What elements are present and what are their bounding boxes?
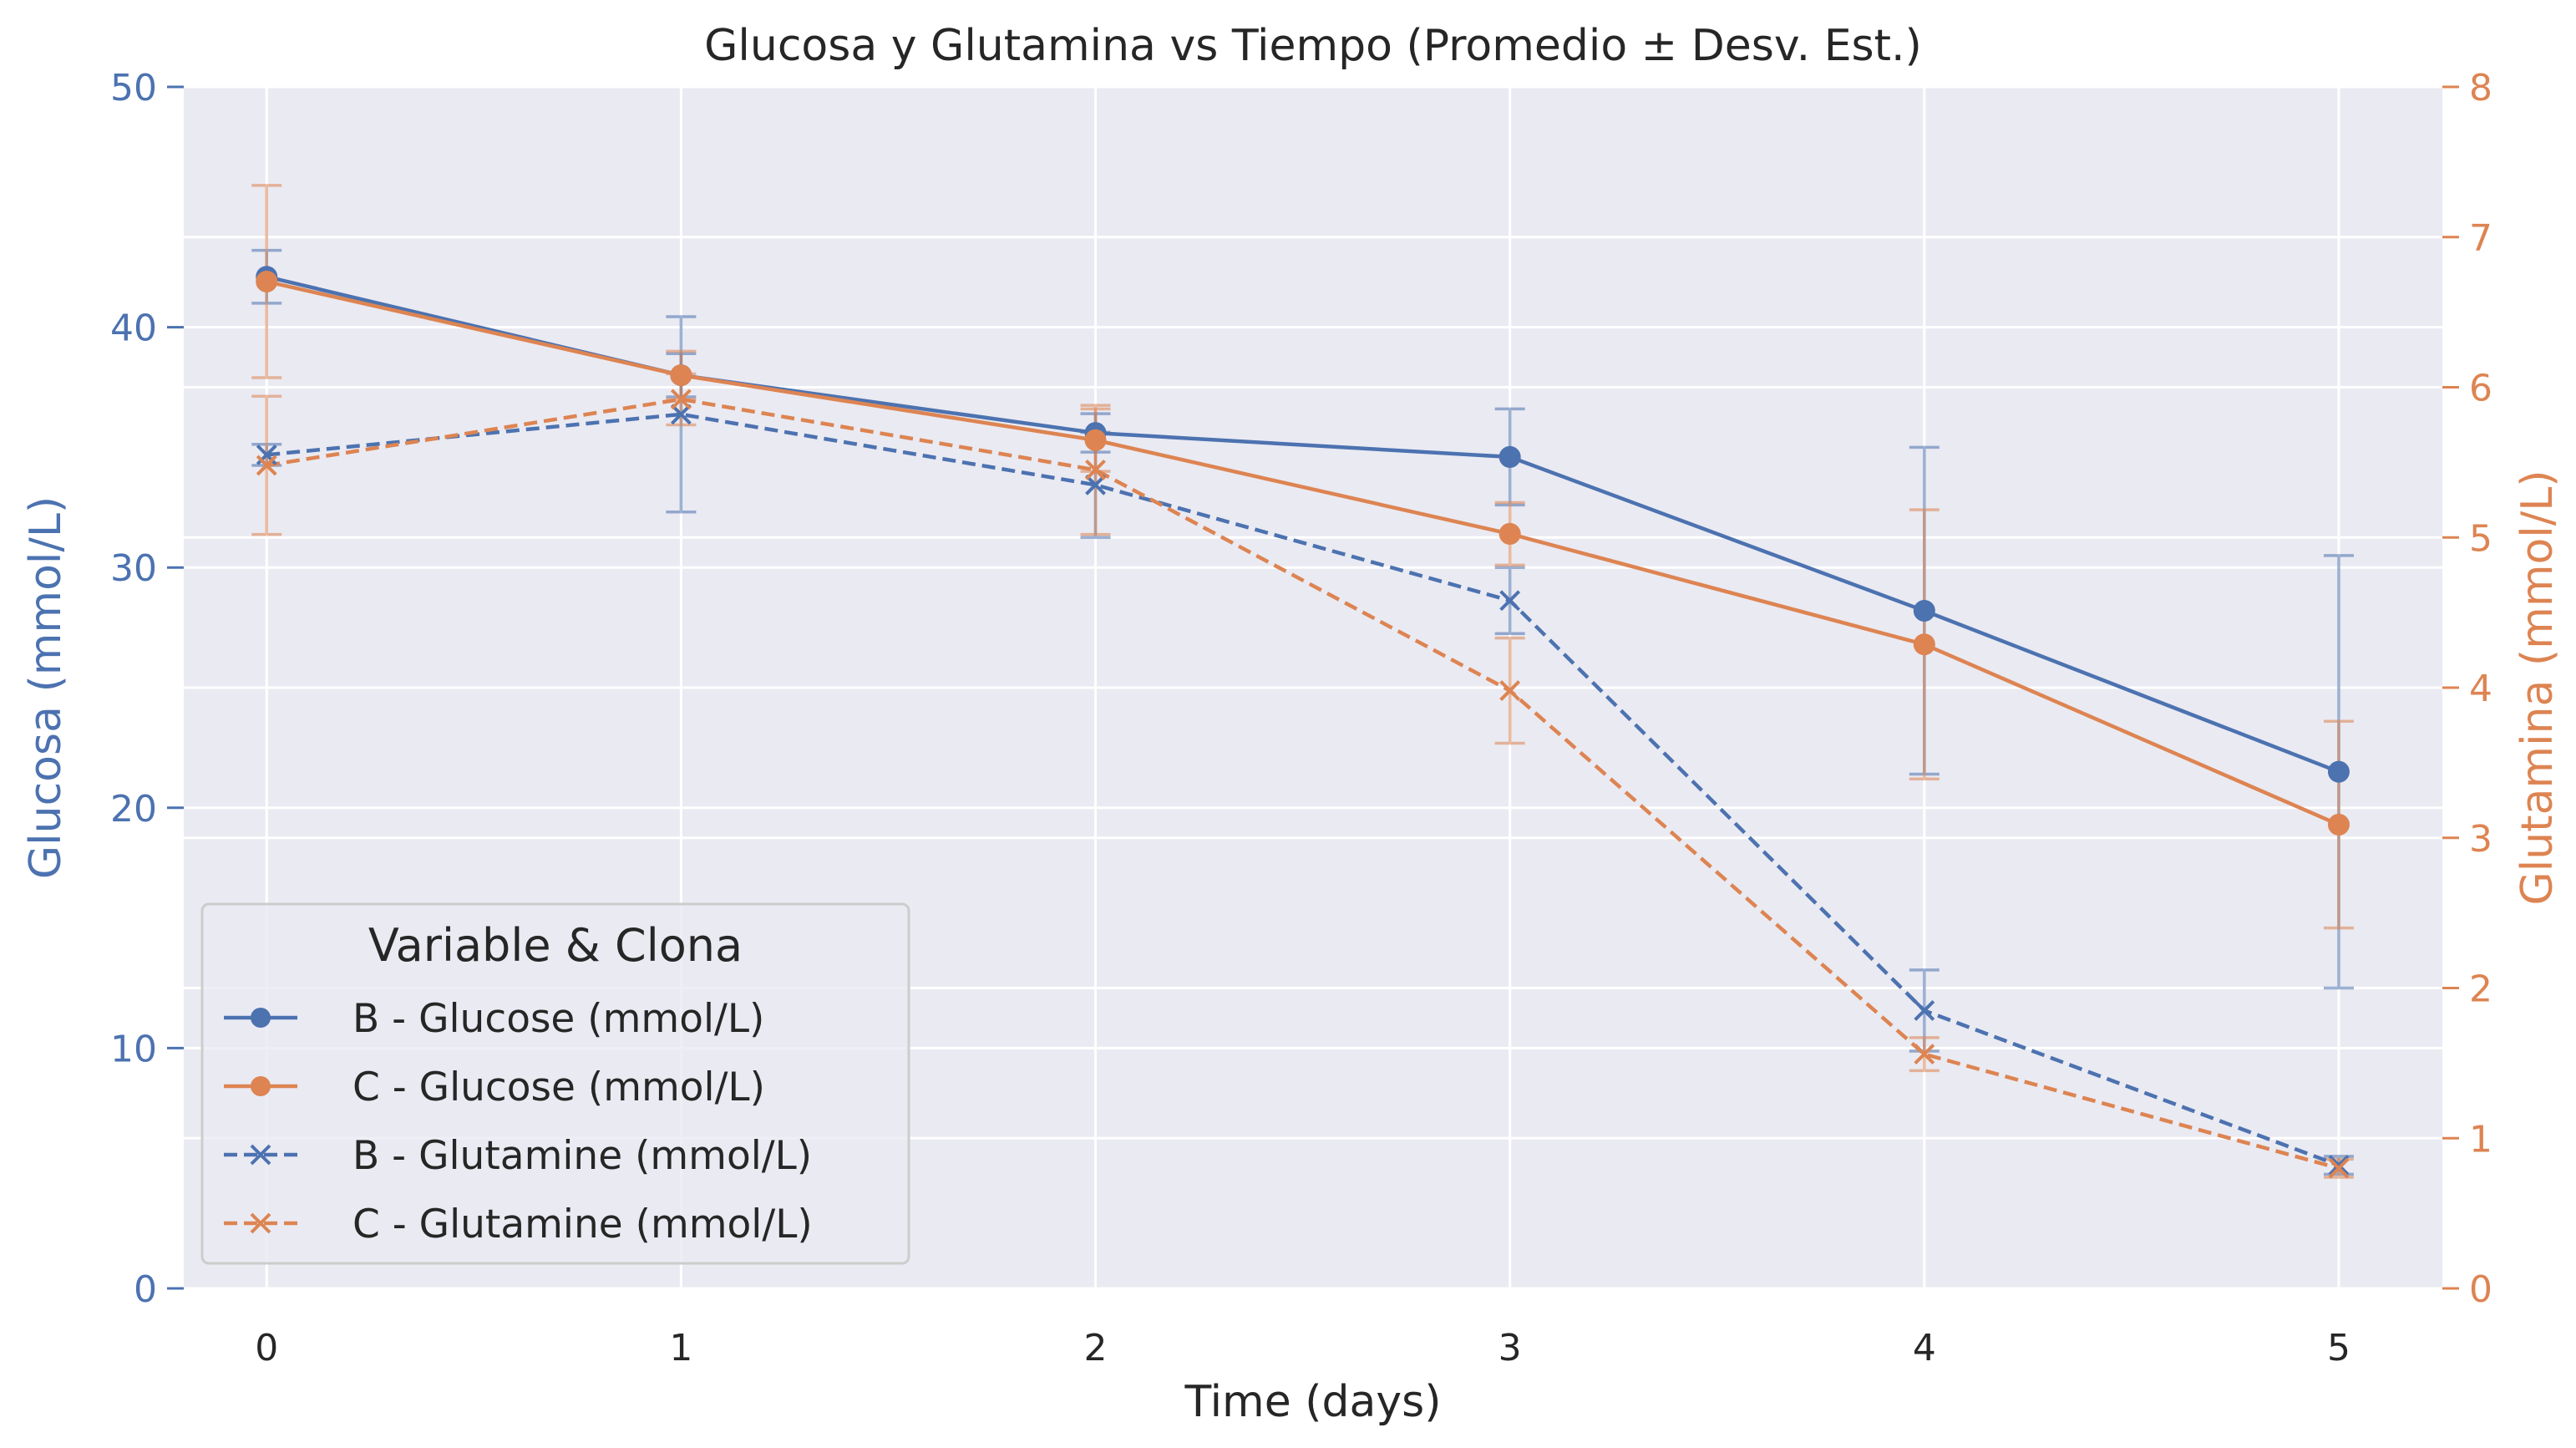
x-marker-stroke <box>1085 474 1106 495</box>
legend-marker <box>251 1076 271 1096</box>
y-right-tick-label: 6 <box>2469 368 2492 410</box>
data-point <box>256 455 277 476</box>
data-point <box>1914 1044 1935 1065</box>
y-left-tick-label: 30 <box>110 547 157 590</box>
x-axis-title: Time (days) <box>1184 1377 1441 1427</box>
y-right-tick-label: 1 <box>2469 1118 2492 1161</box>
data-point <box>670 364 692 387</box>
legend-box <box>200 902 910 1265</box>
legend-label: C - Glutamine (mmol/L) <box>352 1202 813 1247</box>
data-point <box>2327 760 2350 783</box>
data-point <box>1914 1000 1935 1021</box>
legend-item: B - Glutamine (mmol/L) <box>224 1133 812 1179</box>
y-axis-right-title: Glutamina (mmol/L) <box>2513 470 2563 905</box>
legend-label: C - Glucose (mmol/L) <box>352 1064 765 1110</box>
legend-item: C - Glutamine (mmol/L) <box>224 1202 813 1247</box>
legend-label: B - Glutamine (mmol/L) <box>352 1133 812 1179</box>
legend: Variable & Clona B - Glucose (mmol/L) C -… <box>200 902 910 1265</box>
x-marker-stroke <box>670 389 692 410</box>
legend-item: B - Glucose (mmol/L) <box>224 996 764 1042</box>
data-point <box>670 404 692 425</box>
x-marker-stroke <box>670 404 692 425</box>
y-right-tick-label: 0 <box>2469 1268 2492 1311</box>
series-line <box>266 397 2340 1171</box>
data-point <box>1084 429 1107 451</box>
series-markers <box>256 266 2350 1179</box>
y-left-tick-label: 20 <box>110 788 157 831</box>
x-tick-label: 1 <box>669 1327 692 1369</box>
data-point <box>1913 599 1935 622</box>
data-point <box>2328 1157 2350 1179</box>
data-point <box>1499 680 1521 702</box>
y-right-tick-label: 8 <box>2469 67 2492 109</box>
y-left-tick-label: 40 <box>110 307 157 350</box>
x-marker-stroke <box>1914 1044 1935 1065</box>
data-point <box>1499 590 1521 612</box>
y-right-tick-label: 3 <box>2469 818 2492 861</box>
legend-label: B - Glucose (mmol/L) <box>352 996 764 1042</box>
x-tick-label: 3 <box>1498 1327 1522 1369</box>
series-line <box>266 412 2340 1167</box>
legend-title: Variable & Clona <box>368 919 743 972</box>
x-marker-stroke <box>1499 590 1521 612</box>
data-point <box>2327 813 2350 836</box>
x-marker-stroke <box>2328 1155 2350 1176</box>
y-left-tick-label: 0 <box>134 1268 157 1311</box>
data-point <box>1498 445 1521 468</box>
x-marker-stroke <box>1914 1000 1935 1021</box>
data-point <box>2328 1155 2350 1176</box>
series-line <box>266 279 2340 826</box>
x-marker-stroke <box>2328 1157 2350 1179</box>
y-right-tick-label: 2 <box>2469 968 2492 1011</box>
legend-marker <box>250 1144 271 1166</box>
y-left-tick-label: 10 <box>110 1028 157 1070</box>
x-marker-stroke <box>250 1212 271 1234</box>
y-left-tick-label: 50 <box>110 67 157 109</box>
legend-item: C - Glucose (mmol/L) <box>224 1064 765 1110</box>
x-marker-stroke <box>1085 459 1106 480</box>
x-tick-label: 4 <box>1913 1327 1936 1369</box>
x-tick-label: 0 <box>255 1327 278 1369</box>
x-marker-stroke <box>1499 680 1521 702</box>
x-tick-label: 2 <box>1084 1327 1108 1369</box>
legend-marker <box>250 1212 271 1234</box>
data-point <box>670 389 692 410</box>
y-right-tick-label: 7 <box>2469 217 2492 260</box>
y-right-tick-label: 4 <box>2469 668 2492 710</box>
chart-title: Glucosa y Glutamina vs Tiempo (Promedio … <box>704 21 1922 71</box>
data-point <box>1085 474 1106 495</box>
x-marker-stroke <box>250 1144 271 1166</box>
series-lines <box>266 275 2340 1171</box>
legend-marker <box>251 1008 271 1028</box>
x-marker-stroke <box>256 455 277 476</box>
data-point <box>1913 633 1935 656</box>
data-point <box>256 270 278 292</box>
y-right-tick-label: 5 <box>2469 517 2492 560</box>
data-point <box>1498 522 1521 545</box>
data-point <box>1085 459 1106 480</box>
y-axis-left-title: Glucosa (mmol/L) <box>21 496 71 879</box>
x-tick-label: 5 <box>2327 1327 2350 1369</box>
